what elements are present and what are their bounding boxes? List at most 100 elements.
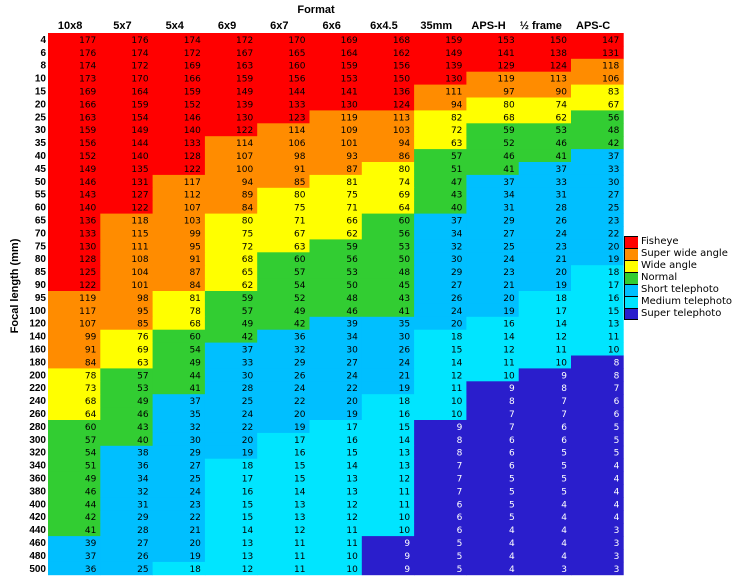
legend-item: Wide angle: [624, 260, 736, 272]
cell-value: 75: [294, 204, 305, 214]
table-cell: [361, 342, 415, 356]
cell-value: 11: [294, 539, 305, 549]
table-cell: [48, 316, 101, 331]
cell-value: 10: [399, 526, 411, 536]
cell-value: 146: [184, 113, 201, 123]
cell-value: 18: [399, 397, 411, 407]
cell-value: 57: [451, 152, 462, 162]
cell-value: 63: [451, 139, 462, 149]
cell-value: 6: [614, 410, 620, 420]
cell-value: 108: [131, 255, 148, 265]
cell-value: 14: [242, 526, 254, 536]
cell-value: 133: [79, 229, 96, 239]
table-cell: [518, 523, 572, 537]
cell-value: 69: [399, 191, 411, 201]
cell-value: 170: [131, 75, 148, 85]
table-cell: [571, 45, 624, 60]
table-cell: [361, 471, 415, 485]
row-label: 460: [29, 538, 46, 549]
table-cell: [571, 342, 624, 356]
table-cell: [361, 549, 415, 563]
cell-value: 52: [294, 294, 305, 304]
table-cell: [257, 123, 310, 137]
cell-value: 8: [614, 358, 620, 368]
cell-value: 84: [189, 281, 201, 291]
legend-swatch: [624, 284, 638, 296]
table-cell: [257, 484, 310, 498]
table-cell: [204, 407, 258, 421]
cell-value: 7: [561, 397, 567, 407]
cell-value: 119: [498, 75, 515, 85]
cell-value: 11: [399, 487, 410, 497]
table-cell: [518, 84, 572, 98]
table-cell: [152, 381, 206, 395]
cell-value: 4: [509, 565, 515, 575]
cell-value: 147: [602, 36, 619, 46]
cell-value: 30: [451, 255, 463, 265]
row-label: 50: [35, 177, 47, 188]
table-cell: [571, 149, 624, 163]
table-cell: [100, 342, 153, 356]
table-cell: [361, 420, 415, 434]
table-cell: [571, 123, 624, 137]
cell-value: 39: [85, 539, 97, 549]
table-cell: [257, 213, 310, 227]
cell-value: 86: [399, 152, 411, 162]
table-cell: [257, 84, 310, 98]
table-cell: [466, 355, 520, 369]
cell-value: 20: [294, 410, 306, 420]
table-cell: [361, 561, 415, 576]
table-cell: [309, 368, 363, 382]
table-cell: [204, 432, 258, 447]
row-label: 95: [35, 293, 47, 304]
cell-value: 56: [346, 255, 358, 265]
row-label: 30: [35, 125, 47, 136]
cell-value: 130: [445, 75, 462, 85]
cell-value: 101: [341, 139, 358, 149]
table-cell: [466, 278, 520, 292]
table-cell: [309, 291, 363, 305]
table-cell: [466, 58, 520, 73]
table-cell: [518, 187, 572, 202]
table-cell: [518, 33, 572, 47]
table-cell: [414, 471, 467, 485]
table-cell: [466, 381, 520, 395]
cell-value: 22: [189, 513, 200, 523]
table-cell: [204, 252, 258, 266]
table-cell: [48, 291, 101, 305]
table-cell: [309, 342, 363, 356]
cell-value: 8: [561, 384, 567, 394]
table-cell: [414, 226, 467, 240]
table-cell: [48, 123, 101, 137]
cell-value: 99: [85, 333, 97, 343]
table-cell: [571, 162, 624, 176]
table-cell: [100, 420, 153, 434]
table-cell: [152, 149, 206, 163]
legend-swatch: [624, 296, 638, 308]
cell-value: 37: [85, 552, 96, 562]
cell-value: 4: [561, 552, 567, 562]
table-cell: [466, 368, 520, 382]
cell-value: 27: [451, 281, 462, 291]
table-cell: [361, 162, 415, 176]
cell-value: 7: [457, 462, 463, 472]
table-cell: [571, 316, 624, 331]
table-cell: [257, 381, 310, 395]
cell-value: 14: [399, 436, 411, 446]
cell-value: 5: [561, 449, 567, 459]
column-header: 5x4: [166, 20, 185, 32]
table-cell: [48, 342, 101, 356]
cell-value: 169: [79, 88, 96, 98]
cell-value: 20: [189, 539, 201, 549]
cell-value: 44: [85, 500, 97, 510]
table-cell: [204, 123, 258, 137]
cell-value: 115: [131, 229, 148, 239]
cell-value: 163: [236, 62, 253, 72]
table-cell: [204, 162, 258, 176]
table-cell: [414, 252, 467, 266]
cell-value: 136: [79, 217, 96, 227]
table-cell: [204, 561, 258, 576]
cell-value: 10: [346, 565, 358, 575]
table-cell: [152, 510, 206, 524]
table-cell: [518, 471, 572, 485]
